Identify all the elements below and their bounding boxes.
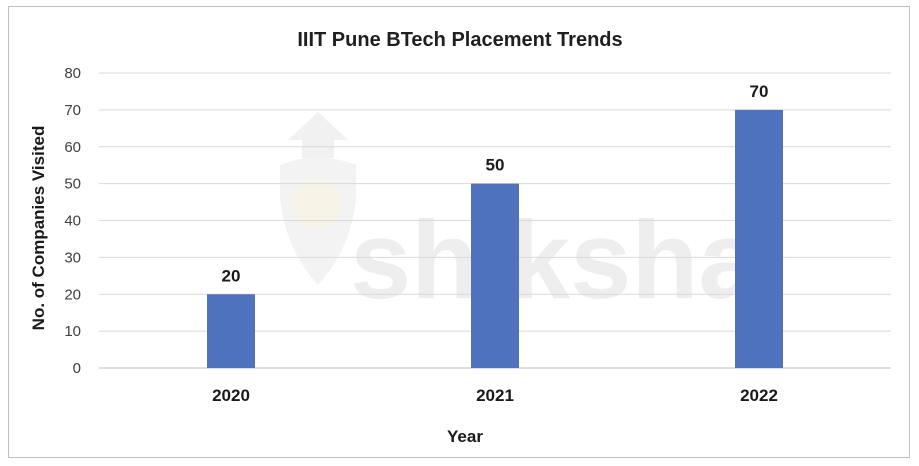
bar-2022 — [735, 109, 783, 368]
watermark-text: shiksha — [350, 199, 760, 322]
data-label-2022: 70 — [750, 82, 769, 101]
x-axis-ticks: 2020 2021 2022 — [212, 386, 778, 405]
x-tick-label-2021: 2021 — [476, 386, 514, 405]
x-axis-label: Year — [447, 427, 483, 446]
y-tick-label: 10 — [64, 323, 81, 340]
bar-2020 — [207, 294, 255, 368]
x-tick-label-2020: 2020 — [212, 386, 250, 405]
y-tick-label: 70 — [64, 102, 81, 119]
y-tick-label: 20 — [64, 286, 81, 303]
chart-title: IIIT Pune BTech Placement Trends — [297, 29, 622, 51]
bar-2021 — [471, 183, 519, 368]
data-labels: 20 50 70 — [222, 82, 769, 285]
y-axis-ticks: 0 10 20 30 40 50 60 70 80 — [64, 65, 81, 377]
y-tick-label: 80 — [64, 65, 81, 82]
watermark-logo: shiksha — [280, 112, 760, 322]
x-tick-label-2022: 2022 — [740, 386, 778, 405]
y-tick-label: 0 — [73, 360, 81, 377]
data-label-2021: 50 — [486, 156, 505, 175]
data-label-2020: 20 — [222, 266, 241, 285]
bars — [207, 109, 783, 368]
y-tick-label: 30 — [64, 249, 81, 266]
y-tick-label: 40 — [64, 213, 81, 230]
y-tick-label: 50 — [64, 176, 81, 193]
y-axis-label: No. of Companies Visited — [29, 126, 48, 331]
y-tick-label: 60 — [64, 139, 81, 156]
